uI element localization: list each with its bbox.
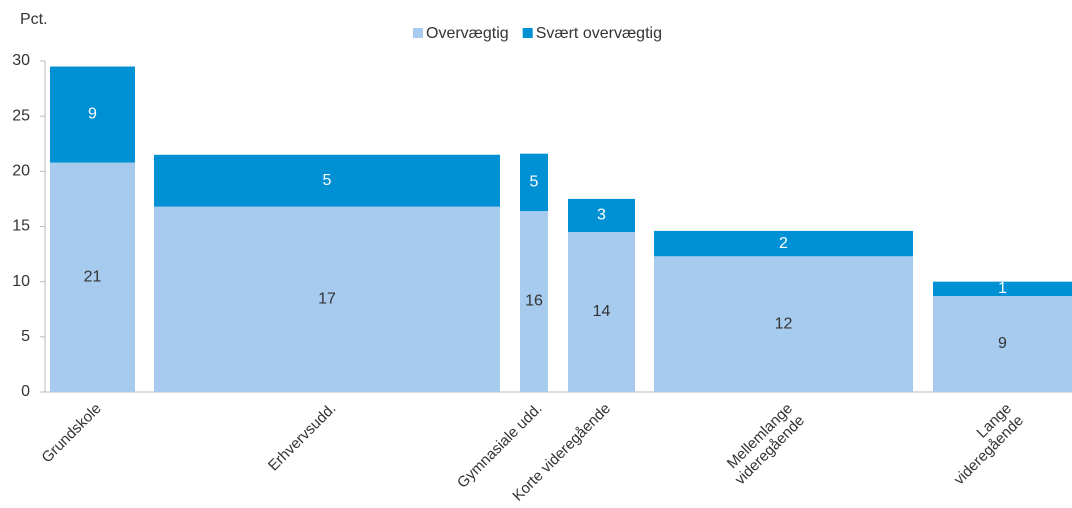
data-label: 1	[998, 280, 1007, 297]
y-tick-label: 5	[21, 328, 30, 345]
bar-segment	[654, 230, 913, 257]
bar-segment	[520, 153, 548, 212]
bar-segment	[50, 66, 135, 163]
data-label: 2	[779, 235, 788, 252]
data-label: 5	[323, 172, 332, 189]
data-label: 16	[525, 293, 543, 310]
bar-segment	[50, 162, 135, 392]
bar-segment	[654, 256, 913, 392]
y-tick-label: 0	[21, 383, 30, 400]
bar-segment	[933, 281, 1072, 297]
legend-label: Overvægtig	[426, 25, 509, 42]
bar-segment	[933, 296, 1072, 392]
data-label: 14	[593, 303, 611, 320]
data-label: 21	[84, 268, 102, 285]
bar-segment	[568, 198, 635, 233]
data-label: 9	[88, 106, 97, 123]
legend-swatch	[522, 28, 533, 38]
bar-segment	[568, 232, 635, 392]
y-tick-label: 20	[12, 163, 30, 180]
y-tick-label: 10	[12, 273, 30, 290]
bar-segment	[520, 211, 548, 392]
y-tick-label: 15	[12, 218, 30, 235]
y-tick-label: 25	[12, 107, 30, 124]
legend-label: Svært overvægtig	[536, 25, 662, 42]
data-label: 9	[998, 335, 1007, 352]
data-label: 17	[318, 291, 336, 308]
data-label: 3	[597, 207, 606, 224]
bar-segment	[154, 154, 500, 207]
data-label: 5	[530, 174, 539, 191]
legend-swatch	[413, 28, 423, 38]
y-axis-label: Pct.	[20, 11, 48, 28]
data-label: 12	[775, 315, 793, 332]
bar-segment	[154, 206, 500, 392]
y-tick-label: 30	[12, 52, 30, 69]
